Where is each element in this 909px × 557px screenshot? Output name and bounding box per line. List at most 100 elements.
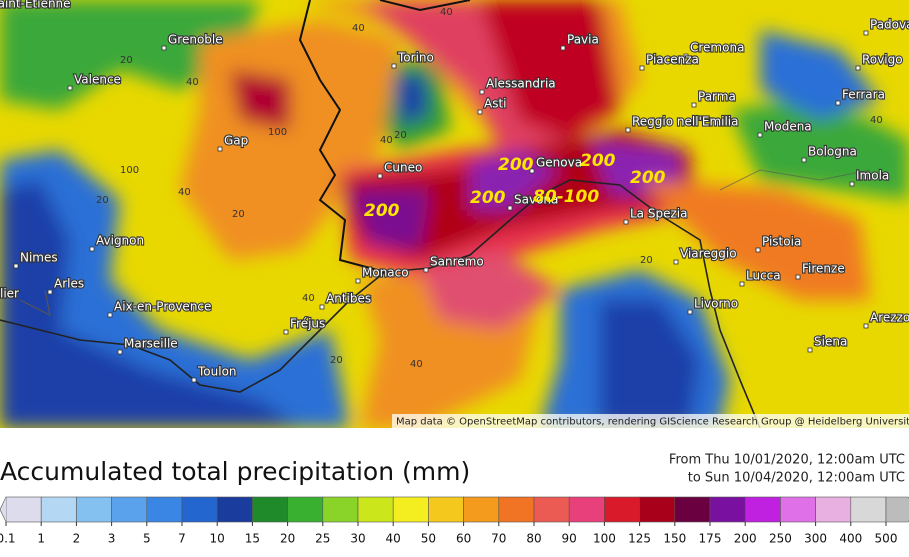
city-marker — [319, 304, 325, 310]
color-bar-arrow — [885, 496, 909, 523]
city-marker — [529, 168, 535, 174]
color-bar-segment — [5, 496, 42, 523]
city-label: Firenze — [802, 262, 845, 276]
city-label: Genova — [536, 156, 582, 170]
color-bar: 0.1 1 2 3 5 7 10 15 20 25 30 40 50 60 70 80 90 100 125 150 1… — [0, 496, 909, 546]
city-label: Valence — [74, 73, 121, 87]
city-label: La Spezia — [630, 207, 687, 221]
city-marker — [673, 259, 679, 265]
tick-label: 7 — [178, 532, 186, 546]
city-marker — [191, 377, 197, 383]
city-label: Cremona — [690, 41, 744, 55]
city-marker — [161, 45, 167, 51]
color-bar-segment — [850, 496, 887, 523]
tick-label: 150 — [663, 532, 686, 546]
city-label: Toulon — [197, 365, 237, 379]
city-marker — [423, 267, 429, 273]
city-marker — [377, 173, 383, 179]
precip-annotation: 200 — [498, 155, 534, 175]
city-marker — [807, 347, 813, 353]
city-marker — [863, 323, 869, 329]
city-label: Pistoia — [762, 235, 801, 249]
city-marker — [560, 45, 566, 51]
city-label: Alessandria — [486, 77, 556, 91]
color-bar-segment — [428, 496, 464, 523]
tick-label: 20 — [280, 532, 295, 546]
color-bar-segment — [76, 496, 112, 523]
color-bar-segment — [146, 496, 183, 523]
city-marker — [67, 85, 73, 91]
city-marker — [739, 281, 745, 287]
annotations: 200 200 200 200 200 80-100 — [364, 151, 666, 221]
city-marker — [479, 89, 485, 95]
color-bar-segment — [604, 496, 640, 523]
precip-annotation: 200 — [470, 188, 506, 208]
color-bar-segment — [639, 496, 676, 523]
city-marker — [855, 65, 861, 71]
city-label: Parma — [698, 90, 736, 104]
contour-label: 20 — [330, 355, 343, 366]
date-from: From Thu 10/01/2020, 12:00am UTC — [669, 453, 905, 468]
city-marker — [795, 274, 801, 280]
color-bar-segment — [463, 496, 500, 523]
city-marker — [683, 53, 689, 59]
city-label: Fréjus — [290, 317, 325, 331]
contour-label: 100 — [268, 127, 287, 138]
color-bar-segment — [252, 496, 288, 523]
color-bar-segment — [40, 496, 77, 523]
city-label: Pavia — [567, 33, 599, 47]
city-label: Modena — [764, 120, 812, 134]
tick-label: 90 — [562, 532, 577, 546]
color-bar-segment — [181, 496, 218, 523]
color-bar-start — [0, 496, 7, 523]
city-marker — [391, 63, 397, 69]
tick-label: 2 — [73, 532, 81, 546]
contour-label: 40 — [870, 115, 883, 126]
city-marker — [625, 127, 631, 133]
tick-label: 40 — [386, 532, 401, 546]
city-marker — [691, 102, 697, 108]
city-label: Imola — [856, 169, 889, 183]
tick-label: 500 — [875, 532, 898, 546]
contour-label: 40 — [178, 187, 191, 198]
tick-label: 3 — [108, 532, 116, 546]
tick-label: 10 — [210, 532, 225, 546]
city-label: Aix-en-Provence — [114, 300, 211, 314]
city-label: Viareggio — [680, 247, 737, 261]
color-bar-segment — [815, 496, 852, 523]
tick-label: 25 — [315, 532, 330, 546]
city-label: Asti — [484, 97, 507, 111]
contour-label: 20 — [640, 255, 653, 266]
precip-annotation: 200 — [364, 201, 400, 221]
city-label: Cuneo — [384, 161, 422, 175]
color-bar-segment — [111, 496, 148, 523]
city-label: Torino — [397, 51, 434, 65]
city-label: Sanremo — [430, 255, 484, 269]
tick-label: 175 — [699, 532, 722, 546]
tick-label: 5 — [143, 532, 151, 546]
contour-label: 40 — [352, 23, 365, 34]
contour-label: 40 — [440, 7, 453, 18]
city-label: Lucca — [746, 269, 781, 283]
color-bar-segment — [744, 496, 781, 523]
color-bar-segment — [780, 496, 816, 523]
city-label: Avignon — [96, 234, 144, 248]
city-label: Arezzo — [870, 311, 909, 325]
attribution-box — [392, 414, 909, 428]
attribution: Map data © OpenStreetMap contributors, r… — [396, 417, 909, 428]
city-label: Bologna — [808, 145, 857, 159]
precip-annotation: 200 — [580, 151, 616, 171]
color-bar-segment — [709, 496, 746, 523]
color-bar-segment — [322, 496, 359, 523]
city-marker — [835, 100, 841, 106]
city-marker — [849, 181, 855, 187]
contour-label: 20 — [96, 195, 109, 206]
city-label: Saint-Étienne — [0, 0, 71, 11]
city-label: Marseille — [124, 337, 178, 351]
contour-label: 20 — [232, 209, 245, 220]
city-marker — [217, 146, 223, 152]
tick-label: 250 — [769, 532, 792, 546]
color-bar-segment — [216, 496, 253, 523]
color-bar-segment — [357, 496, 394, 523]
